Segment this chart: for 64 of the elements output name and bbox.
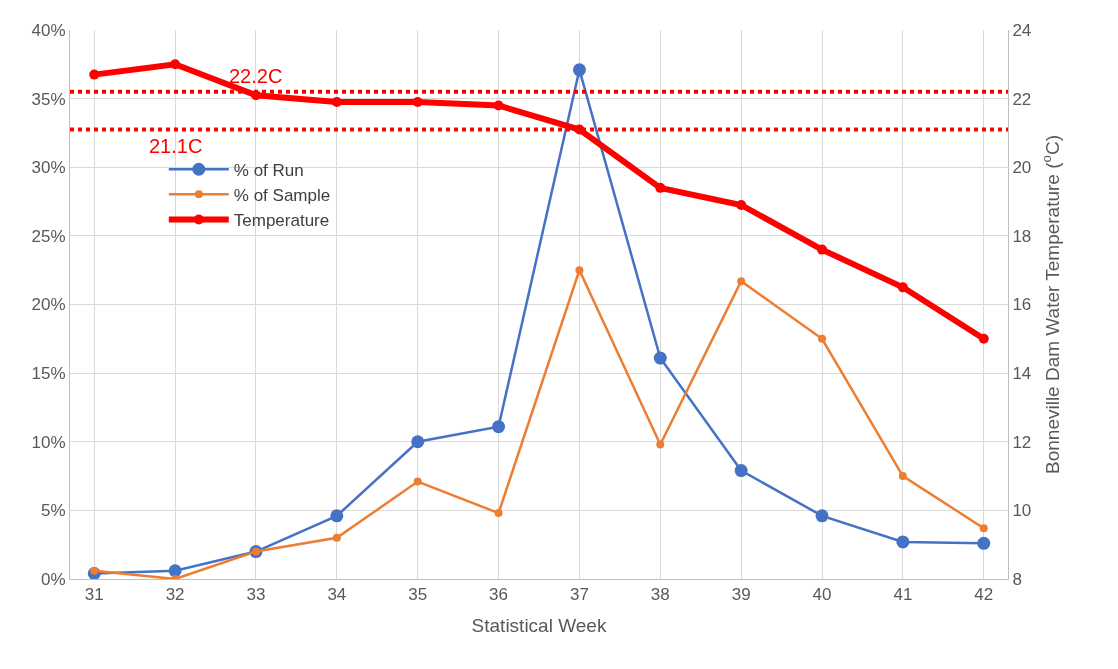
point (737, 277, 746, 286)
point (412, 97, 423, 108)
y-tick-label: 0% (41, 569, 66, 589)
x-tick-label: 33 (246, 585, 266, 605)
point (978, 333, 989, 344)
x-tick-label: 35 (408, 585, 428, 605)
x-tick-label: 38 (650, 585, 670, 605)
point (656, 440, 665, 449)
point (332, 533, 341, 542)
point (818, 334, 827, 343)
point (653, 351, 667, 365)
y-tick-label: 40% (31, 20, 66, 40)
point (897, 282, 908, 293)
y-tick-label: 25% (31, 226, 66, 246)
y2-tick-label: 20 (1012, 158, 1032, 178)
point (898, 472, 907, 481)
y2-tick-label: 18 (1012, 226, 1032, 246)
point (979, 524, 988, 533)
point (331, 97, 342, 108)
ref-line-label: 22.2C (229, 65, 283, 87)
y-tick-label: 20% (31, 295, 66, 315)
x-tick-label: 36 (489, 585, 509, 605)
legend-label: Temperature (233, 211, 330, 231)
y-tick-label: 15% (31, 364, 66, 384)
point (170, 59, 181, 70)
x-tick-label: 31 (84, 585, 104, 605)
x-tick-label: 41 (893, 585, 913, 605)
x-axis-title: Statistical Week (471, 615, 607, 637)
y2-tick-label: 24 (1012, 20, 1032, 40)
point (896, 535, 910, 549)
point (815, 509, 829, 523)
y2-tick-label: 10 (1012, 501, 1032, 521)
y-tick-label: 5% (41, 501, 66, 521)
point (494, 509, 503, 518)
x-tick-label: 34 (327, 585, 347, 605)
point (736, 199, 747, 210)
point (413, 477, 422, 486)
x-tick-label: 39 (731, 585, 751, 605)
legend-label: % of Run (233, 160, 304, 180)
legend-label: % of Sample (233, 185, 331, 205)
point (411, 435, 425, 449)
y-tick-label: 10% (31, 432, 66, 452)
y2-tick-label: 22 (1012, 89, 1032, 109)
y-tick-label: 30% (31, 158, 66, 178)
point (734, 464, 748, 478)
ref-line-label: 21.1C (149, 135, 203, 157)
point (492, 420, 506, 434)
y2-tick-label: 8 (1012, 569, 1022, 589)
point (330, 509, 344, 523)
x-tick-label: 42 (974, 585, 994, 605)
point (575, 266, 584, 275)
point (655, 182, 666, 193)
point (572, 63, 586, 77)
x-tick-label: 37 (569, 585, 589, 605)
y2-tick-label: 16 (1012, 295, 1032, 315)
y2-tick-label: 14 (1012, 364, 1032, 384)
point (977, 536, 991, 550)
point (493, 100, 504, 111)
x-tick-label: 32 (165, 585, 185, 605)
x-tick-label: 40 (812, 585, 832, 605)
point (89, 69, 100, 80)
point (817, 244, 828, 255)
y2-tick-label: 12 (1012, 432, 1032, 452)
y-tick-label: 35% (31, 89, 66, 109)
